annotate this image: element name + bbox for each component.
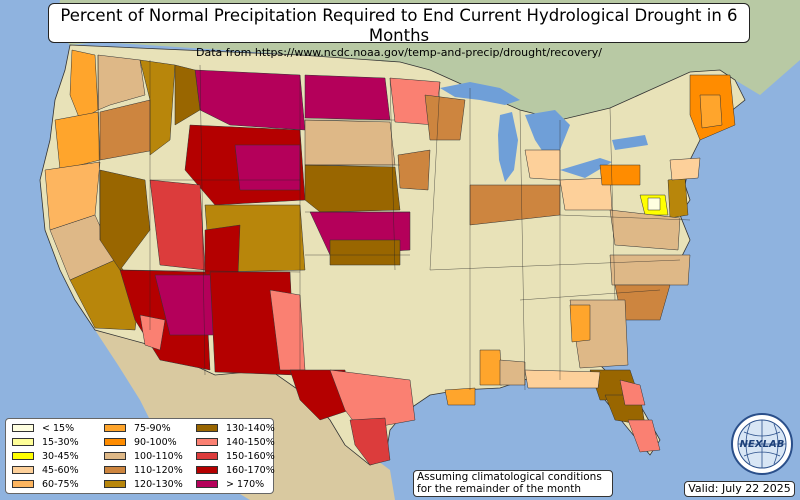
note-line-1: Assuming climatological conditions — [417, 471, 602, 483]
nexlab-logo: NEXLAB — [731, 413, 793, 475]
region-ne — [304, 164, 401, 213]
region-md-light — [647, 197, 661, 211]
region-pa — [599, 164, 641, 186]
assumption-note: Assuming climatological conditions for t… — [413, 470, 613, 497]
legend-label: 160-170% — [226, 465, 275, 476]
legend-swatch — [104, 466, 126, 474]
border-lines — [97, 54, 691, 391]
legend-label: 90-100% — [134, 437, 177, 448]
legend-label: 100-110% — [134, 451, 183, 462]
region-sd — [304, 119, 396, 166]
legend-swatch — [104, 438, 126, 446]
legend-swatch — [12, 466, 34, 474]
lake-huron — [525, 110, 570, 155]
region-co-red — [204, 224, 241, 276]
region-al-coast — [524, 369, 601, 389]
title-box: Percent of Normal Precipitation Required… — [48, 3, 750, 59]
region-tx-central — [329, 369, 416, 431]
region-new-england-inner — [699, 94, 723, 129]
region-fl-salmon — [619, 379, 646, 406]
region-ga-orange — [569, 304, 591, 343]
region-wa-east — [97, 54, 146, 111]
legend-swatch — [12, 480, 34, 488]
region-ny-nj — [669, 157, 701, 181]
region-nd — [304, 74, 391, 121]
legend-swatch — [104, 480, 126, 488]
legend-label: 140-150% — [226, 437, 275, 448]
legend-label: 75-90% — [134, 423, 171, 434]
legend-label: 30-45% — [42, 451, 79, 462]
region-la-ms — [479, 349, 503, 386]
region-de-nj — [667, 177, 689, 219]
logo-text: NEXLAB — [740, 439, 785, 450]
legend-label: 15-30% — [42, 437, 79, 448]
region-wy-core — [234, 144, 301, 191]
logo-meridians — [738, 420, 786, 468]
legend-swatch — [104, 424, 126, 432]
region-la-coast — [444, 387, 476, 406]
lake-erie — [560, 158, 612, 178]
drought-regions — [44, 49, 736, 466]
state-borders — [97, 54, 691, 391]
region-id — [139, 59, 176, 156]
legend-swatch — [196, 480, 218, 488]
region-wi — [424, 94, 466, 141]
legend-label: 45-60% — [42, 465, 79, 476]
legend-swatch — [12, 438, 34, 446]
legend-swatch — [196, 466, 218, 474]
legend-swatch — [196, 438, 218, 446]
legend-swatch — [104, 452, 126, 460]
legend-label: > 170% — [226, 479, 265, 490]
legend-label: 130-140% — [226, 423, 275, 434]
mexico-land — [95, 330, 395, 500]
legend-swatch — [12, 424, 34, 432]
lake-ontario — [612, 135, 648, 150]
region-fl-south — [627, 419, 661, 453]
legend: < 15% 15-30% 30-45% 45-60% 60-75% 75-90% 90-10… — [5, 418, 275, 494]
map-title: Percent of Normal Precipitation Required… — [60, 6, 738, 45]
region-nc — [609, 254, 691, 286]
region-ms-light — [499, 359, 526, 386]
region-ks-brown — [329, 239, 401, 266]
map-subtitle: Data from https://www.ncdc.noaa.gov/temp… — [196, 46, 602, 59]
legend-label: 110-120% — [134, 465, 183, 476]
region-ia — [397, 149, 431, 191]
legend-label: 120-130% — [134, 479, 183, 490]
lake-superior — [440, 82, 520, 105]
legend-label: 60-75% — [42, 479, 79, 490]
legend-swatch — [196, 424, 218, 432]
region-tx-south — [349, 417, 391, 466]
region-or-west — [54, 111, 101, 171]
legend-swatch — [196, 452, 218, 460]
lake-michigan — [498, 112, 518, 182]
legend-label: 150-160% — [226, 451, 275, 462]
legend-label: < 15% — [42, 423, 75, 434]
legend-swatch — [12, 452, 34, 460]
region-mi — [524, 149, 561, 181]
note-line-2: for the remainder of the month — [417, 483, 582, 495]
valid-date: Valid: July 22 2025 — [684, 481, 795, 497]
region-mt-west — [174, 64, 201, 126]
region-se-az-salmon — [139, 314, 166, 351]
